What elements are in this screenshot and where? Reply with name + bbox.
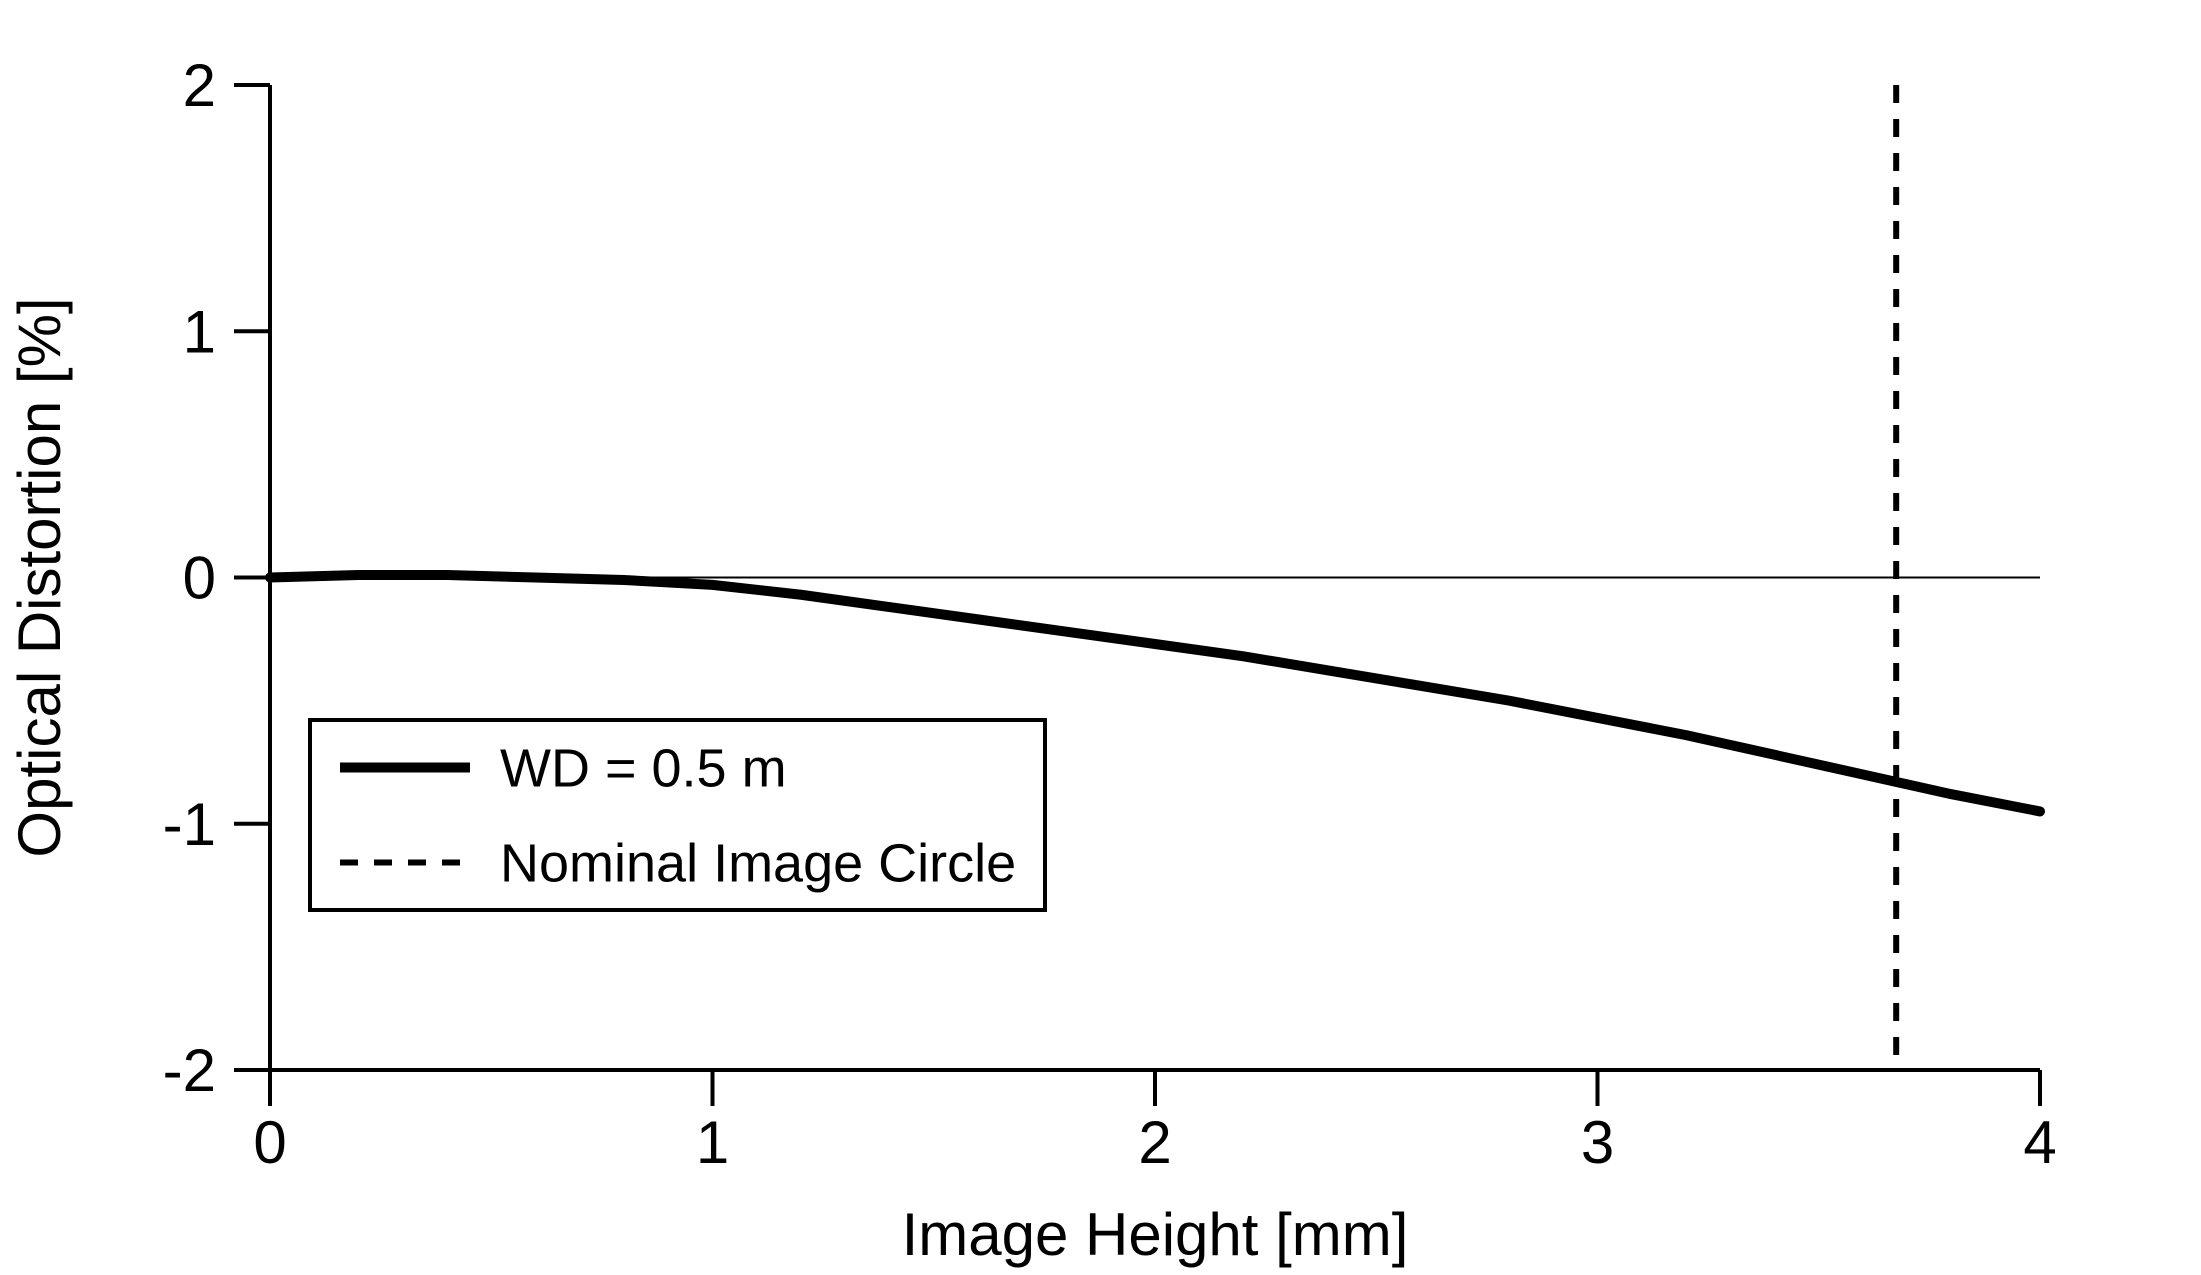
legend-label: Nominal Image Circle [500,833,1016,893]
x-tick-label: 0 [253,1109,286,1176]
y-tick-label: 1 [183,298,216,365]
x-tick-label: 3 [1581,1109,1614,1176]
y-tick-label: 0 [183,545,216,612]
x-tick-label: 4 [2023,1109,2056,1176]
x-axis-label: Image Height [mm] [902,1201,1409,1268]
y-tick-label: -2 [163,1037,216,1104]
y-tick-label: 2 [183,52,216,119]
y-axis-label: Optical Distortion [%] [6,297,73,857]
legend-label: WD = 0.5 m [500,738,787,798]
x-tick-label: 1 [696,1109,729,1176]
legend: WD = 0.5 m Nominal Image Circle [310,720,1045,910]
y-tick-label: -1 [163,791,216,858]
distortion-chart: 0 1 2 3 4 -2 -1 0 1 2 Image Height [mm] Optical Dis… [0,0,2201,1275]
x-tick-label: 2 [1138,1109,1171,1176]
